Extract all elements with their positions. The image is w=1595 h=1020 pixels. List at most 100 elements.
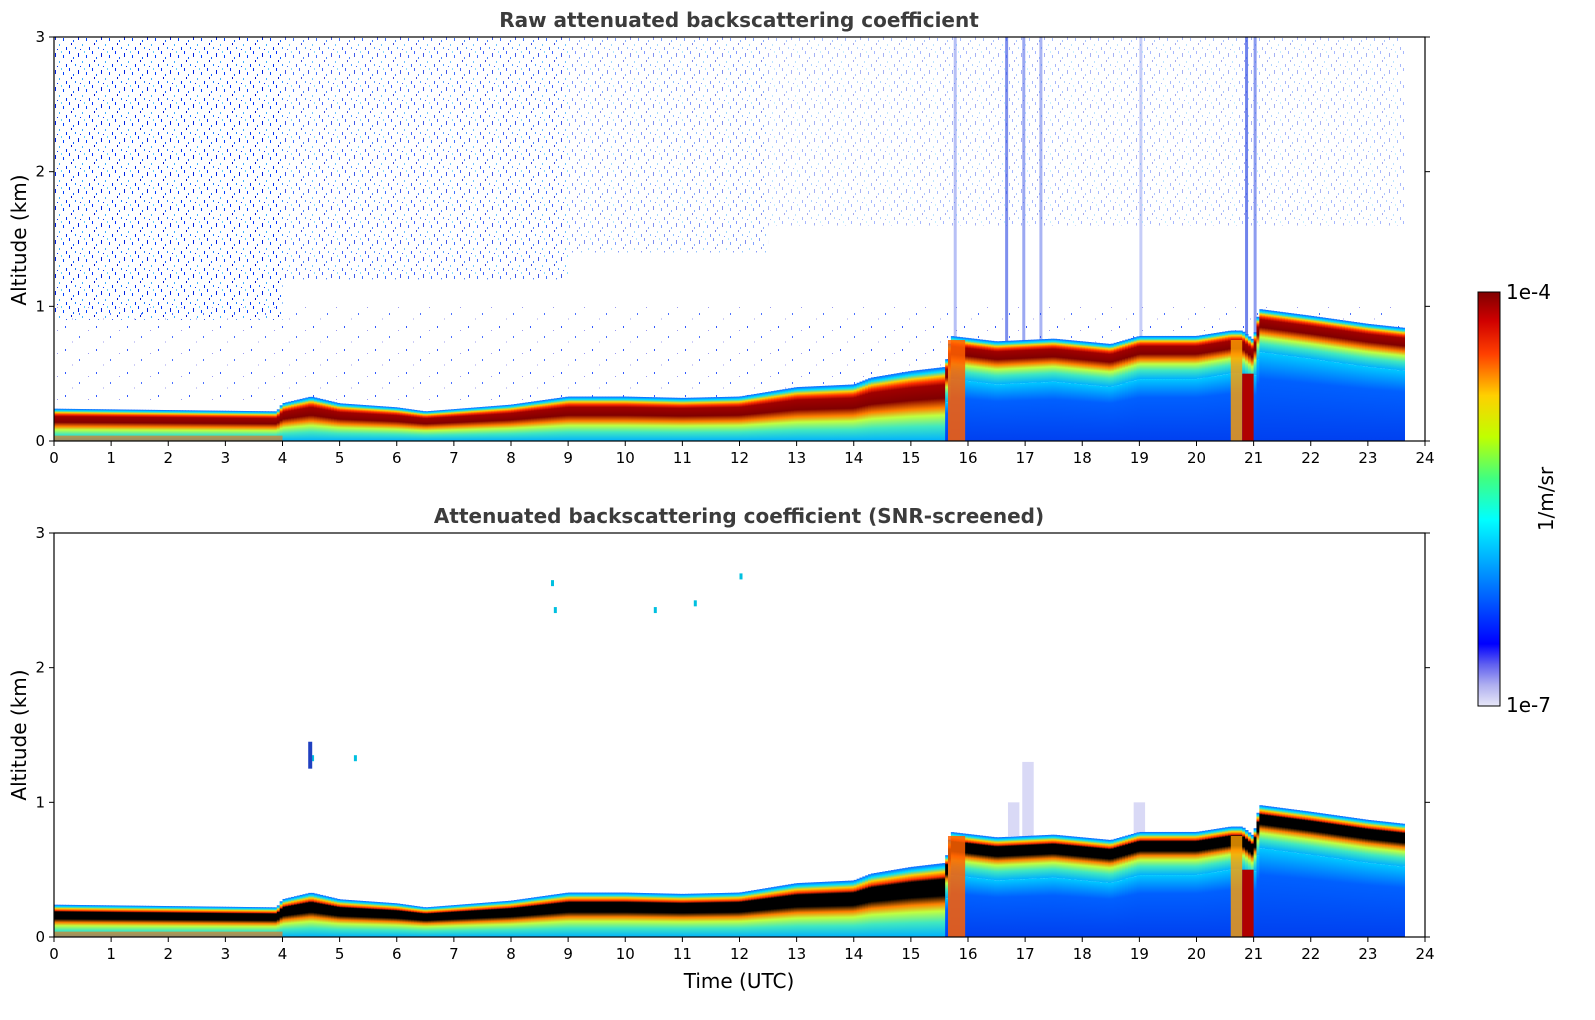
x-tick-label: 21 <box>1244 945 1263 963</box>
top-y-axis-label: Altitude (km) <box>7 174 31 305</box>
y-tick-label: 3 <box>35 28 45 46</box>
x-tick-label: 2 <box>163 945 173 963</box>
cloud-speck <box>550 580 554 587</box>
cloud-speck <box>693 600 697 607</box>
cloud-speck <box>308 741 313 769</box>
colorbar-min-label: 1e-7 <box>1506 693 1551 717</box>
cloud-speck <box>653 607 657 614</box>
boundary-layer <box>54 309 1406 441</box>
x-tick-label: 20 <box>1187 449 1206 467</box>
noise-region-morning <box>282 37 569 280</box>
x-tick-label: 3 <box>221 945 231 963</box>
boundary-layer <box>54 805 1406 937</box>
x-tick-label: 11 <box>673 945 692 963</box>
noise-region-late <box>768 37 1406 226</box>
noise-streak <box>953 37 957 347</box>
x-tick-label: 14 <box>844 945 863 963</box>
noise-region-early <box>54 37 283 320</box>
x-tick-label: 9 <box>563 449 573 467</box>
x-tick-label: 11 <box>673 449 692 467</box>
x-tick-label: 24 <box>1415 945 1434 963</box>
noise-streak <box>1022 37 1026 347</box>
x-tick-label: 17 <box>1016 449 1035 467</box>
x-tick-label: 12 <box>730 449 749 467</box>
x-tick-label: 13 <box>787 449 806 467</box>
x-tick-label: 10 <box>616 945 635 963</box>
cloud-speck <box>553 607 557 614</box>
x-tick-label: 20 <box>1187 945 1206 963</box>
colorbar-unit-label: 1/m/sr <box>1534 466 1558 531</box>
x-tick-label: 14 <box>844 449 863 467</box>
faint-plume <box>1133 802 1146 836</box>
y-tick-label: 2 <box>35 163 45 181</box>
x-tick-label: 22 <box>1301 945 1320 963</box>
x-tick-label: 18 <box>1073 449 1092 467</box>
x-tick-label: 21 <box>1244 449 1263 467</box>
x-tick-label: 16 <box>958 945 977 963</box>
noise-region-midday <box>568 37 769 253</box>
x-tick-label: 15 <box>901 945 920 963</box>
colorbar: 1e-4 1e-7 1/m/sr <box>1477 280 1558 717</box>
y-tick-label: 0 <box>35 928 45 946</box>
x-tick-label: 8 <box>506 945 516 963</box>
y-tick-label: 3 <box>35 524 45 542</box>
aerosol-plume <box>1242 869 1254 937</box>
bottom-chart-title: Attenuated backscattering coefficient (S… <box>434 504 1044 528</box>
noise-streak <box>1039 37 1043 347</box>
cloud-speck <box>353 755 357 762</box>
x-tick-label: 24 <box>1415 449 1434 467</box>
raw-backscatter-plot: 0 1 2 3 4 5 6 7 8 9 10 11 12 13 14 15 16 17 18 19 20 21 22 23 24… <box>35 28 1434 467</box>
aerosol-plume <box>948 340 966 441</box>
x-tick-label: 3 <box>221 449 231 467</box>
x-tick-label: 16 <box>958 449 977 467</box>
cloud-speck <box>739 573 743 580</box>
x-tick-label: 2 <box>163 449 173 467</box>
x-tick-label: 4 <box>278 945 288 963</box>
cloud-speck <box>311 755 315 762</box>
aerosol-plume <box>1230 340 1243 441</box>
x-tick-label: 0 <box>49 945 59 963</box>
x-tick-label: 6 <box>392 449 402 467</box>
x-tick-label: 8 <box>506 449 516 467</box>
x-tick-label: 7 <box>449 449 459 467</box>
y-tick-label: 1 <box>35 297 45 315</box>
aerosol-plume <box>1230 836 1243 937</box>
x-tick-label: 18 <box>1073 945 1092 963</box>
x-tick-label: 5 <box>335 449 345 467</box>
x-tick-label: 23 <box>1358 945 1377 963</box>
y-tick-label: 0 <box>35 432 45 450</box>
x-tick-label: 7 <box>449 945 459 963</box>
x-tick-label: 9 <box>563 945 573 963</box>
x-tick-label: 6 <box>392 945 402 963</box>
y-tick-label: 1 <box>35 793 45 811</box>
noise-streak <box>1005 37 1009 347</box>
x-tick-label: 10 <box>616 449 635 467</box>
faint-plume <box>1007 802 1020 836</box>
colorbar-max-label: 1e-4 <box>1506 280 1551 304</box>
x-tick-label: 22 <box>1301 449 1320 467</box>
aerosol-plume <box>948 836 966 937</box>
x-tick-label: 1 <box>106 449 116 467</box>
faint-plume <box>1022 761 1034 836</box>
x-tick-label: 13 <box>787 945 806 963</box>
noise-streak <box>1253 37 1257 347</box>
aerosol-plume <box>1242 373 1254 441</box>
surface-layer <box>54 931 283 937</box>
surface-layer <box>54 435 283 441</box>
x-tick-label: 4 <box>278 449 288 467</box>
x-tick-label: 1 <box>106 945 116 963</box>
x-tick-label: 19 <box>1130 449 1149 467</box>
top-chart-title: Raw attenuated backscattering coefficien… <box>499 8 979 32</box>
bottom-y-axis-label: Altitude (km) <box>7 669 31 800</box>
x-tick-label: 15 <box>901 449 920 467</box>
x-tick-label: 19 <box>1130 945 1149 963</box>
x-tick-label: 12 <box>730 945 749 963</box>
x-tick-label: 0 <box>49 449 59 467</box>
noise-streak <box>1245 37 1249 347</box>
x-tick-label: 5 <box>335 945 345 963</box>
colorbar-gradient <box>1477 291 1501 707</box>
y-tick-label: 2 <box>35 659 45 677</box>
noise-streak <box>1139 37 1143 347</box>
x-axis-label: Time (UTC) <box>683 969 795 993</box>
